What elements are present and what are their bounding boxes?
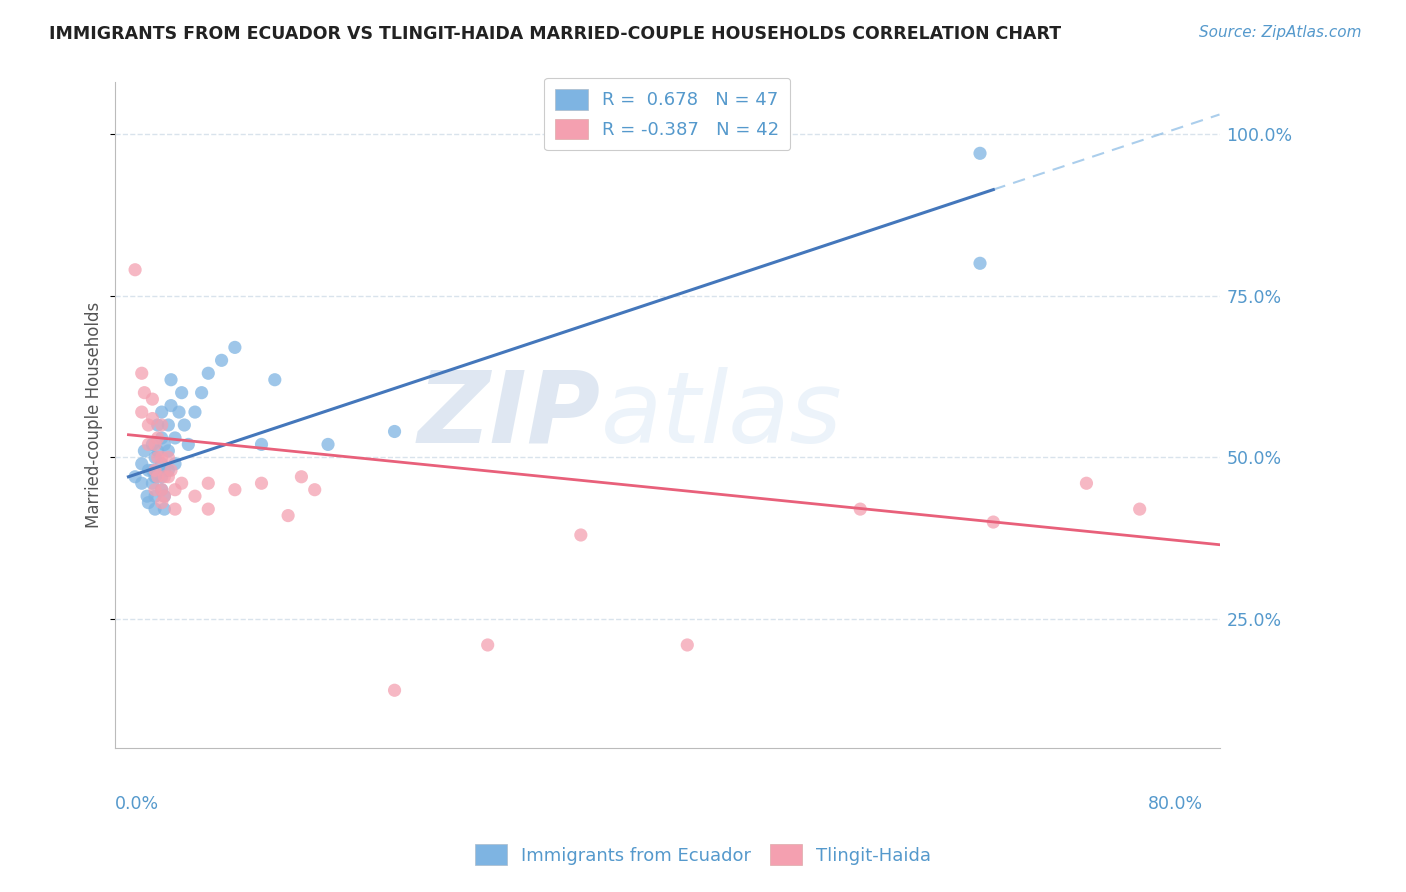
Point (150, 483, 173, 497)
Point (277, 508, 299, 523)
Y-axis label: Married-couple Households: Married-couple Households (86, 302, 103, 528)
Point (150, 431, 173, 445)
Point (197, 476, 219, 491)
Point (224, 340, 246, 354)
Point (160, 463, 183, 477)
Point (153, 502, 176, 516)
Text: IMMIGRANTS FROM ECUADOR VS TLINGIT-HAIDA MARRIED-COUPLE HOUSEHOLDS CORRELATION C: IMMIGRANTS FROM ECUADOR VS TLINGIT-HAIDA… (49, 25, 1062, 43)
Point (138, 417, 160, 432)
Point (170, 385, 193, 400)
Point (1076, 476, 1098, 491)
Point (138, 463, 160, 477)
Text: 0.0%: 0.0% (115, 795, 159, 814)
Point (143, 437, 166, 451)
Text: 80.0%: 80.0% (1147, 795, 1204, 814)
Legend: R =  0.678   N = 47, R = -0.387   N = 42: R = 0.678 N = 47, R = -0.387 N = 42 (544, 78, 790, 150)
Point (150, 450, 173, 465)
Legend: Immigrants from Ecuador, Tlingit-Haida: Immigrants from Ecuador, Tlingit-Haida (467, 837, 939, 872)
Point (163, 457, 186, 471)
Point (157, 443, 180, 458)
Point (146, 469, 169, 483)
Point (163, 502, 186, 516)
Point (131, 366, 153, 380)
Point (981, 515, 1004, 529)
Point (131, 405, 153, 419)
Point (150, 496, 173, 510)
Point (184, 489, 207, 503)
Point (676, 638, 699, 652)
Point (157, 417, 180, 432)
Point (197, 502, 219, 516)
Point (150, 469, 173, 483)
Point (150, 457, 173, 471)
Text: ZIP: ZIP (418, 367, 600, 464)
Point (141, 476, 163, 491)
Point (150, 417, 173, 432)
Point (141, 463, 163, 477)
Point (131, 476, 153, 491)
Point (153, 489, 176, 503)
Point (153, 489, 176, 503)
Point (143, 469, 166, 483)
Point (157, 469, 180, 483)
Point (969, 256, 991, 270)
Point (124, 262, 146, 277)
Point (153, 437, 176, 451)
Point (211, 353, 233, 368)
Point (141, 411, 163, 425)
Text: Source: ZipAtlas.com: Source: ZipAtlas.com (1198, 25, 1361, 40)
Point (146, 431, 169, 445)
Point (290, 469, 312, 483)
Point (153, 469, 176, 483)
Point (849, 502, 872, 516)
Point (250, 476, 273, 491)
Point (134, 443, 156, 458)
Point (143, 489, 166, 503)
Point (134, 385, 156, 400)
Point (224, 483, 246, 497)
Point (150, 405, 173, 419)
Point (197, 366, 219, 380)
Point (1129, 502, 1152, 516)
Point (138, 496, 160, 510)
Point (160, 373, 183, 387)
Point (124, 469, 146, 483)
Point (316, 437, 339, 451)
Point (184, 405, 207, 419)
Point (190, 385, 212, 400)
Point (150, 483, 173, 497)
Point (146, 450, 169, 465)
Point (304, 483, 326, 497)
Point (146, 417, 169, 432)
Point (969, 146, 991, 161)
Point (136, 489, 159, 503)
Point (263, 373, 285, 387)
Point (143, 502, 166, 516)
Point (157, 450, 180, 465)
Point (569, 528, 592, 542)
Point (141, 437, 163, 451)
Point (141, 392, 163, 406)
Point (173, 417, 195, 432)
Point (177, 437, 200, 451)
Point (163, 483, 186, 497)
Point (167, 405, 190, 419)
Point (138, 437, 160, 451)
Point (143, 463, 166, 477)
Point (131, 457, 153, 471)
Point (250, 437, 273, 451)
Point (153, 463, 176, 477)
Point (143, 450, 166, 465)
Text: atlas: atlas (600, 367, 842, 464)
Point (146, 443, 169, 458)
Point (384, 683, 406, 698)
Point (170, 476, 193, 491)
Point (157, 463, 180, 477)
Point (163, 431, 186, 445)
Point (143, 483, 166, 497)
Point (160, 399, 183, 413)
Point (477, 638, 499, 652)
Point (384, 425, 406, 439)
